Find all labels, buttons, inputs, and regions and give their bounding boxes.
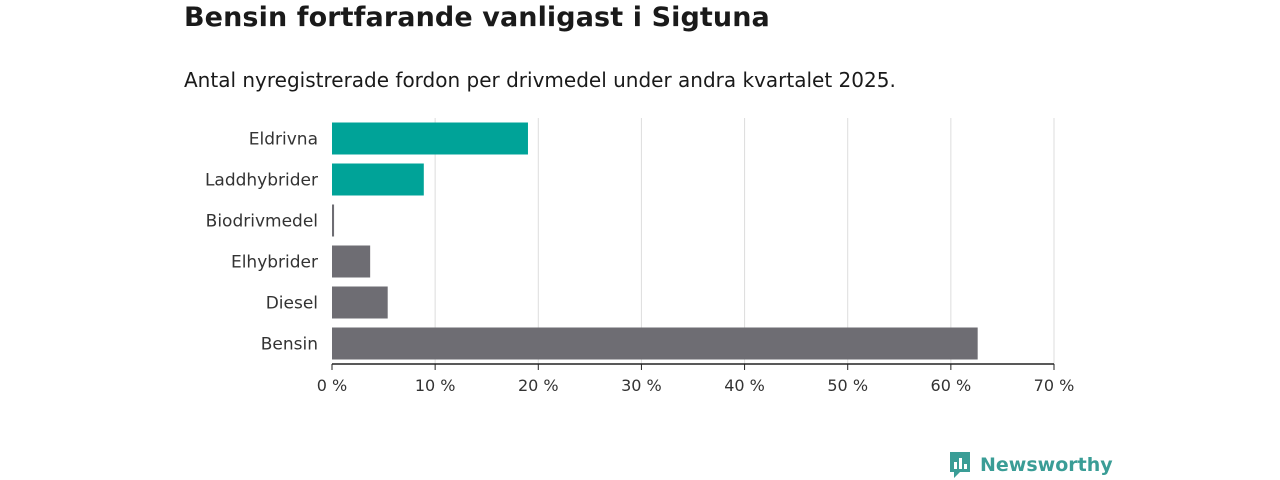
bar <box>332 122 528 155</box>
x-tick-label: 40 % <box>724 376 765 395</box>
x-tick-label: 50 % <box>827 376 868 395</box>
x-tick-label: 70 % <box>1034 376 1075 395</box>
category-label: Elhybrider <box>231 253 318 273</box>
x-tick-label: 0 % <box>317 376 347 395</box>
bar <box>332 204 335 237</box>
category-label: Eldrivna <box>249 130 318 150</box>
x-tick-label: 20 % <box>518 376 559 395</box>
x-tick-label: 60 % <box>931 376 972 395</box>
bar <box>332 163 424 196</box>
category-label: Diesel <box>266 294 318 314</box>
chart-title: Bensin fortfarande vanligast i Sigtuna <box>184 2 770 33</box>
x-tick-label: 10 % <box>415 376 456 395</box>
chart-subtitle: Antal nyregistrerade fordon per drivmede… <box>184 68 896 92</box>
newsworthy-logo: Newsworthy <box>948 450 1113 480</box>
bar <box>332 286 388 319</box>
x-tick-label: 30 % <box>621 376 662 395</box>
newsworthy-icon <box>950 452 970 478</box>
bar <box>332 245 371 278</box>
bar <box>332 327 978 360</box>
category-label: Laddhybrider <box>205 171 318 191</box>
category-label: Biodrivmedel <box>206 212 318 232</box>
brand-name: Newsworthy <box>980 454 1113 476</box>
category-label: Bensin <box>261 335 318 355</box>
